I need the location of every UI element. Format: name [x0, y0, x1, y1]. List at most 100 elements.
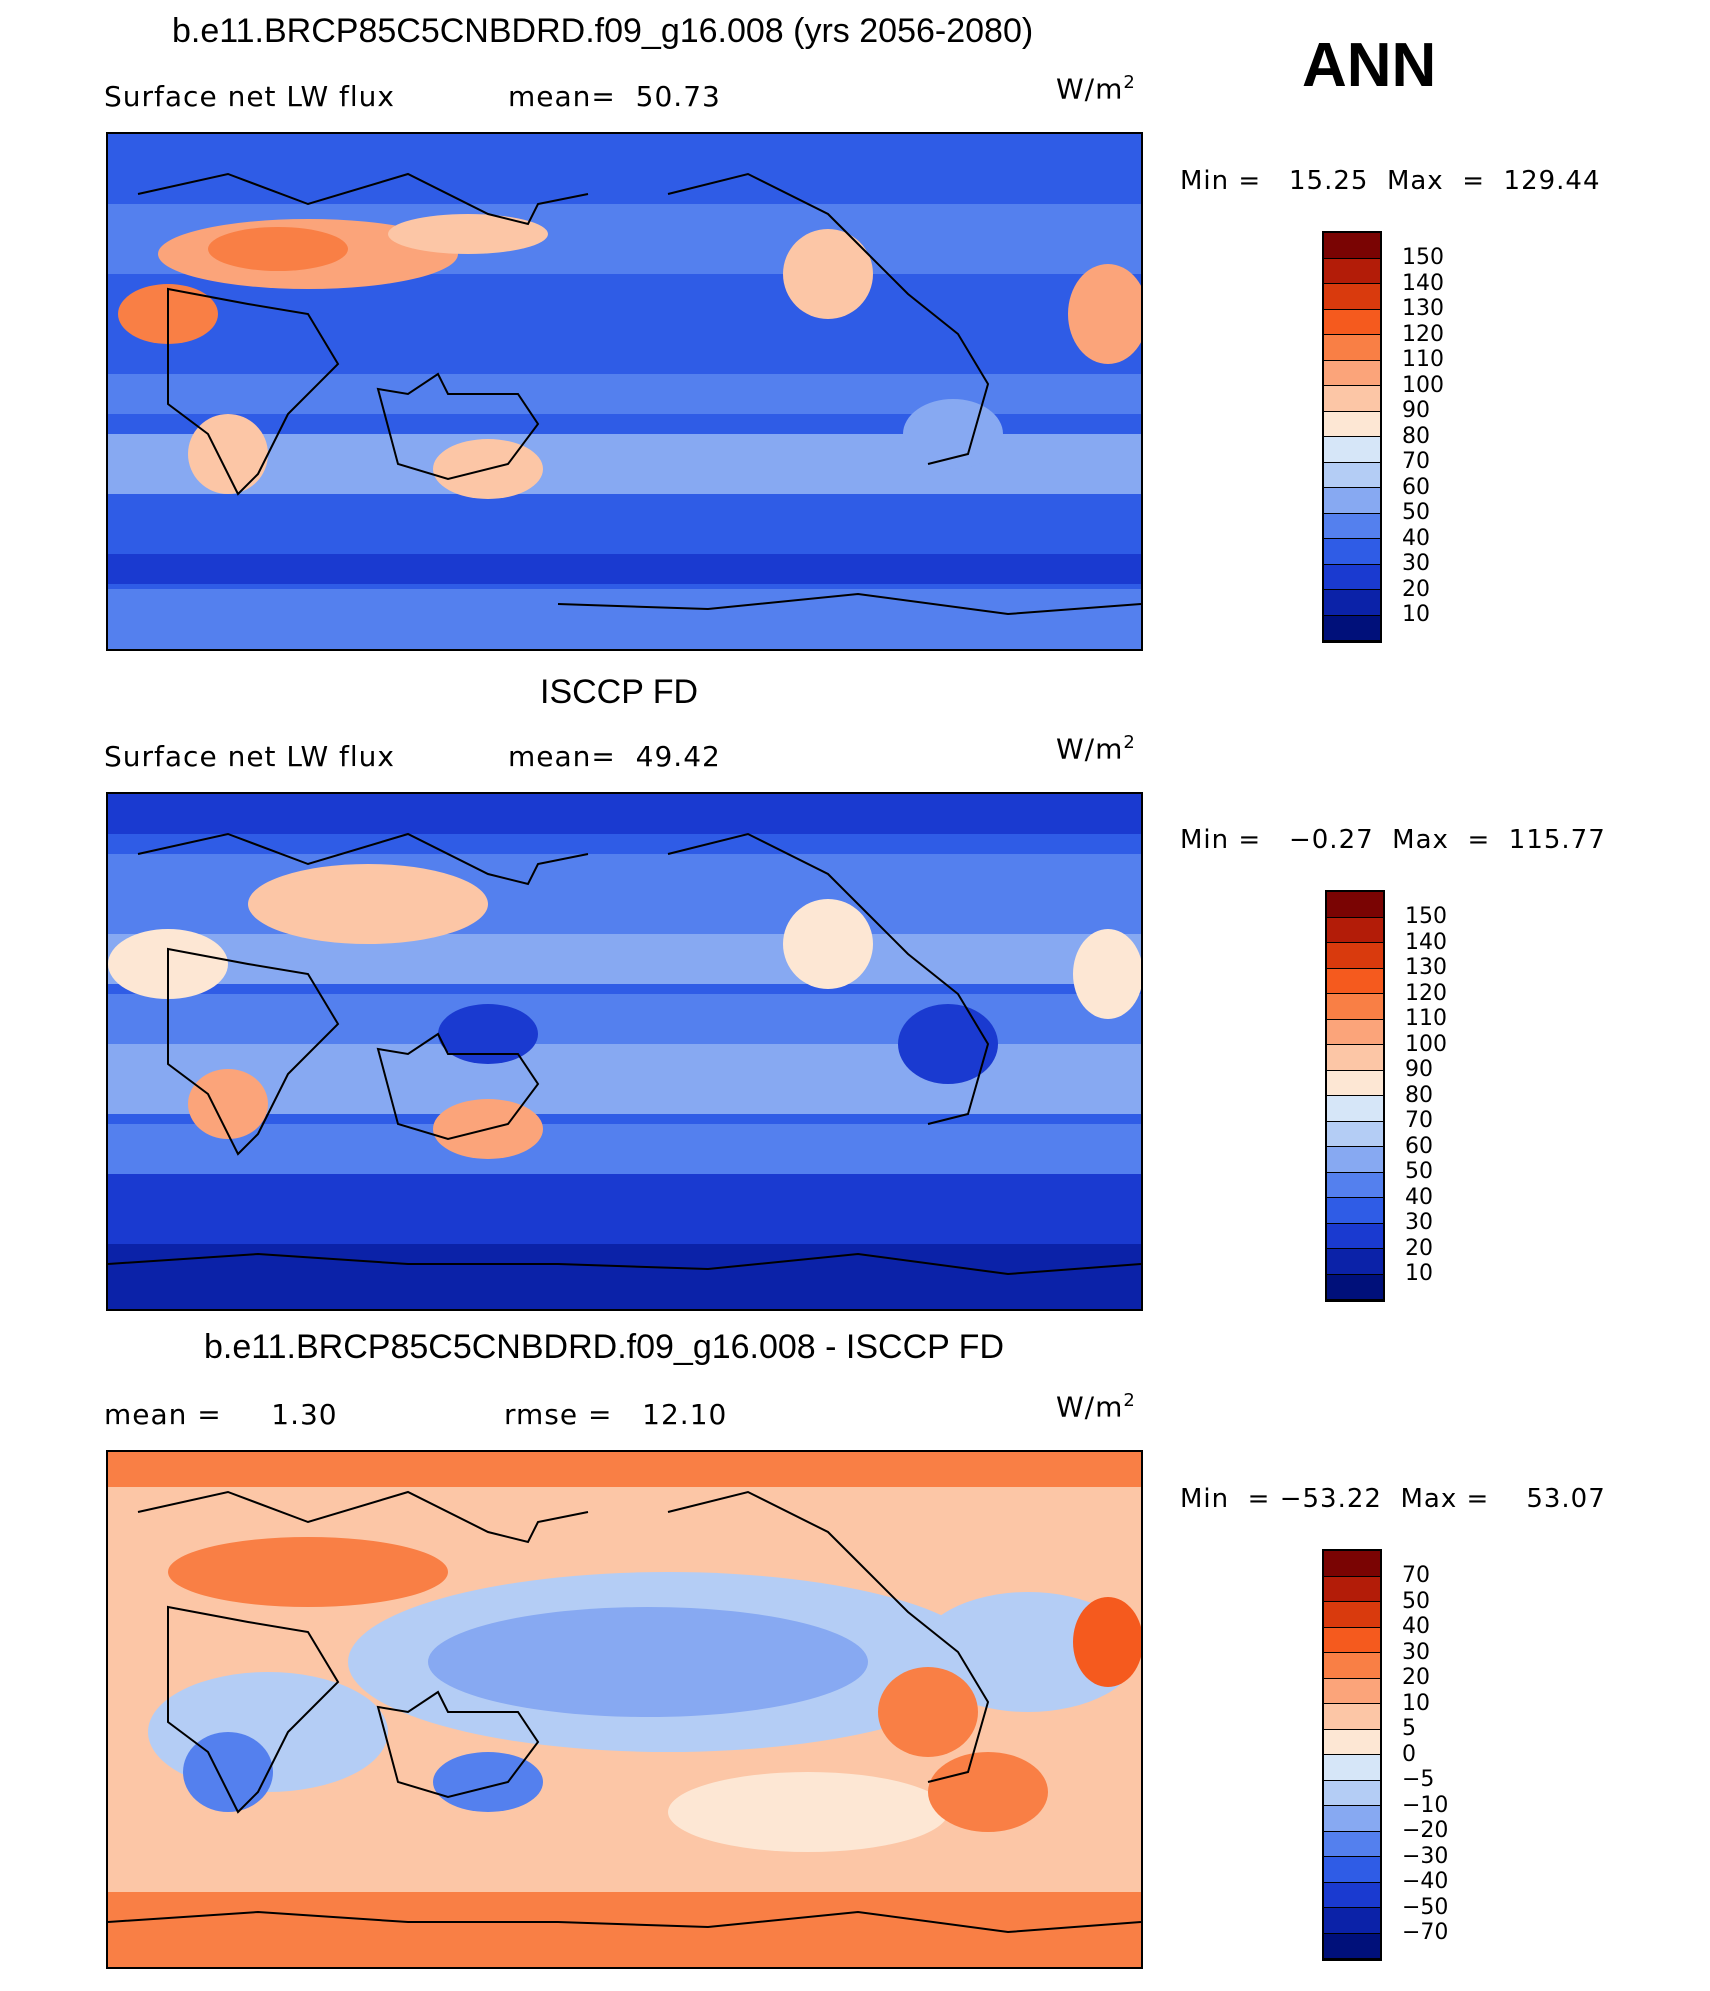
colorbar-segment	[1324, 284, 1380, 310]
colorbar-label: 5	[1402, 1716, 1416, 1741]
colorbar-segment	[1324, 1908, 1380, 1934]
panel1-units: W/m2	[1056, 72, 1136, 106]
colorbar-label: 60	[1402, 474, 1430, 500]
colorbar-label: 90	[1402, 398, 1430, 423]
colorbar-label: 130	[1402, 296, 1444, 321]
colorbar-segment	[1324, 590, 1380, 616]
colorbar-segment	[1327, 1045, 1383, 1071]
colorbar-label: 100	[1402, 372, 1444, 398]
panel1-mean-label: mean= 50.73	[508, 80, 721, 113]
colorbar-label: 110	[1405, 1006, 1447, 1031]
panel1-title: b.e11.BRCP85C5CNBDRD.f09_g16.008 (yrs 20…	[172, 12, 1034, 50]
colorbar-label: −30	[1402, 1843, 1449, 1869]
colorbar-label: −20	[1402, 1818, 1449, 1843]
colorbar-segment	[1327, 917, 1383, 943]
colorbar-label: 80	[1405, 1082, 1433, 1108]
colorbar-label: 80	[1402, 423, 1430, 449]
colorbar-segment	[1327, 1274, 1383, 1300]
colorbar-label: 120	[1405, 980, 1447, 1006]
colorbar-label: 40	[1402, 525, 1430, 551]
colorbar-label: 70	[1402, 1563, 1430, 1588]
colorbar-label: −5	[1402, 1767, 1435, 1792]
colorbar-segment	[1327, 968, 1383, 994]
colorbar-label: 50	[1402, 1588, 1430, 1614]
colorbar-label: 150	[1402, 245, 1444, 270]
panel1-colorbar: 150 140 130 120 110 100 90 80 70 60 50 4…	[1322, 231, 1444, 643]
colorbar-segment	[1327, 1147, 1383, 1173]
colorbar-label: 30	[1402, 551, 1430, 576]
colorbar-segment	[1324, 1755, 1380, 1781]
colorbar-segment	[1324, 1576, 1380, 1602]
panel3-title: b.e11.BRCP85C5CNBDRD.f09_g16.008 - ISCCP…	[204, 1328, 1004, 1366]
colorbar-label: 110	[1402, 347, 1444, 372]
colorbar-label: 60	[1405, 1133, 1433, 1159]
panel2-minmax: Min = −0.27 Max = 115.77	[1180, 825, 1606, 855]
colorbar-segment	[1324, 1551, 1380, 1577]
colorbar-label: −70	[1402, 1920, 1449, 1945]
colorbar-label: 130	[1405, 955, 1447, 980]
panel3-map	[106, 1450, 1143, 1969]
panel2-units: W/m2	[1056, 732, 1136, 766]
colorbar-label: 30	[1402, 1639, 1430, 1665]
colorbar-label: 30	[1405, 1210, 1433, 1235]
colorbar-segment	[1324, 1933, 1380, 1959]
colorbar-segment	[1324, 1806, 1380, 1832]
panel2-map-field	[108, 794, 1141, 1309]
colorbar-segment	[1327, 1249, 1383, 1275]
panel3-colorbar: 70 50 40 30 20 10 5 0 −5 −10 −20 −30 −40…	[1322, 1549, 1448, 1961]
colorbar-segment	[1324, 360, 1380, 386]
panel2-map	[106, 792, 1143, 1311]
colorbar-segment	[1324, 386, 1380, 412]
colorbar-segment	[1327, 1070, 1383, 1096]
colorbar-label: 20	[1405, 1235, 1433, 1261]
colorbar-label: 10	[1402, 602, 1430, 627]
colorbar-label: 70	[1405, 1108, 1433, 1133]
colorbar-segment	[1324, 309, 1380, 335]
panel3-rmse-label: rmse = 12.10	[504, 1398, 728, 1431]
panel3-map-field	[108, 1452, 1141, 1967]
colorbar-label: 90	[1405, 1057, 1433, 1082]
panel3-minmax: Min = −53.22 Max = 53.07	[1180, 1484, 1606, 1514]
colorbar-segment	[1327, 1223, 1383, 1249]
colorbar-label: −10	[1402, 1792, 1449, 1818]
colorbar-label: 40	[1405, 1184, 1433, 1210]
season-label: ANN	[1302, 31, 1437, 100]
colorbar-segment	[1324, 615, 1380, 641]
colorbar-segment	[1327, 1198, 1383, 1224]
colorbar-label: 20	[1402, 1665, 1430, 1690]
colorbar-label: 140	[1405, 929, 1447, 955]
colorbar-segment	[1324, 1780, 1380, 1806]
colorbar-label: 70	[1402, 449, 1430, 474]
panel1-map	[106, 132, 1143, 651]
colorbar-segment	[1324, 258, 1380, 284]
colorbar-segment	[1324, 488, 1380, 514]
colorbar-segment	[1324, 1729, 1380, 1755]
colorbar-label: 20	[1402, 576, 1430, 602]
colorbar-label: −50	[1402, 1894, 1449, 1920]
colorbar-segment	[1324, 1857, 1380, 1883]
colorbar-segment	[1327, 1019, 1383, 1045]
colorbar-label: 0	[1402, 1741, 1416, 1767]
colorbar-segment	[1324, 411, 1380, 437]
colorbar-segment	[1324, 335, 1380, 361]
colorbar-segment	[1327, 892, 1383, 918]
colorbar-segment	[1324, 437, 1380, 463]
colorbar-segment	[1327, 1096, 1383, 1122]
panel1-variable-label: Surface net LW flux	[104, 80, 395, 113]
panel2-title: ISCCP FD	[540, 673, 699, 711]
colorbar-label: 40	[1402, 1614, 1430, 1639]
panel2-mean-label: mean= 49.42	[508, 740, 721, 773]
colorbar-segment	[1324, 539, 1380, 565]
panel2-variable-label: Surface net LW flux	[104, 740, 395, 773]
colorbar-segment	[1324, 1882, 1380, 1908]
colorbar-segment	[1324, 1653, 1380, 1679]
colorbar-label: 150	[1405, 904, 1447, 929]
panel1-minmax: Min = 15.25 Max = 129.44	[1180, 166, 1601, 196]
colorbar-segment	[1324, 233, 1380, 259]
colorbar-label: 140	[1402, 270, 1444, 296]
panel3-mean-label: mean = 1.30	[104, 1398, 338, 1431]
colorbar-label: 10	[1402, 1690, 1430, 1716]
colorbar-segment	[1324, 513, 1380, 539]
colorbar-segment	[1324, 564, 1380, 590]
colorbar-segment	[1324, 1678, 1380, 1704]
